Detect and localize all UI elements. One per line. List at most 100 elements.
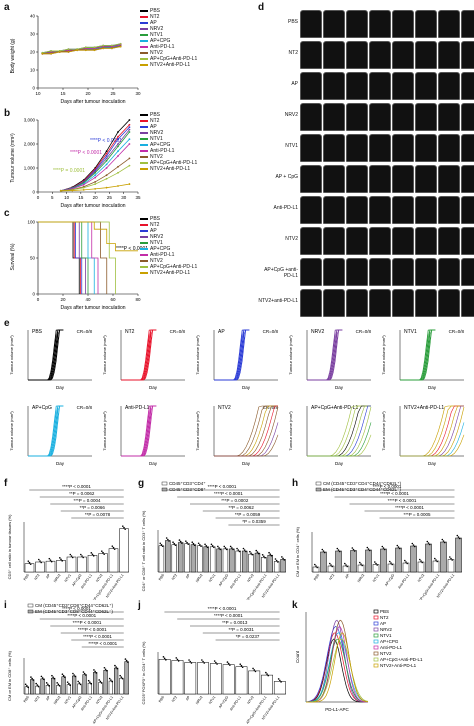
data-dot <box>178 539 181 541</box>
data-point <box>117 155 119 157</box>
data-dot <box>322 550 325 552</box>
data-point <box>117 145 119 148</box>
growth-curve <box>121 405 157 457</box>
photo-row-label: AP+CpG +anti-PD-L1 <box>264 267 298 279</box>
bar <box>184 543 190 573</box>
data-dot <box>241 666 244 668</box>
legend-item: NTV2+Anti-PD-L1 <box>140 270 197 276</box>
bar <box>77 683 82 695</box>
legend-label: EM (CD45⁺CD3⁺CD8⁺CD44⁺CD62L⁻) <box>35 609 113 614</box>
bar <box>235 666 248 695</box>
data-dot <box>89 681 91 683</box>
panel-b-legend: PBS NT2 AP NRV2 NTV1 AP+CPG Anti-PD-L1 NTV2 AP+C… <box>140 112 197 172</box>
growth-ylabel: Tumour volume (mm³) <box>9 335 14 375</box>
growth-curve <box>28 329 64 381</box>
data-point <box>128 143 131 145</box>
data-dot <box>419 558 421 561</box>
legend-label: NT2 <box>380 615 389 620</box>
legend-label: NT2 <box>150 222 160 228</box>
x-category-label: AP <box>185 573 191 580</box>
data-dot <box>381 545 384 548</box>
data-dot <box>70 555 73 557</box>
legend-swatch <box>140 168 148 170</box>
data-point <box>105 186 108 189</box>
y-tick-label: 100 <box>27 220 35 225</box>
data-dot <box>116 667 119 670</box>
legend-item: NTV2+Anti-PD-L1 <box>140 166 197 172</box>
legend-item: AP+CPG <box>140 142 197 148</box>
legend-swatch <box>373 627 379 632</box>
growth-curve-panel: AP+CpG+Anti-PD-L1 Tumour volume (mm³) Day <box>288 405 372 466</box>
data-dot <box>277 678 280 680</box>
bar <box>417 561 425 573</box>
panel-h-chart: CM or EM in CD4⁺ cells (%) PBS NT2 AP NRV2 NT… <box>295 481 462 600</box>
x-category-label: NTV1 <box>208 695 216 705</box>
data-point <box>128 126 131 129</box>
data-dot <box>52 676 54 678</box>
bar <box>66 684 71 695</box>
x-category-label: NTV1 <box>372 573 380 583</box>
panel-label-i: i <box>4 600 7 611</box>
data-dot <box>382 547 385 549</box>
growth-curve <box>28 405 64 457</box>
legend-swatch <box>140 266 148 268</box>
sig-label: ****P < 0.0001 <box>395 505 424 510</box>
bar <box>119 677 124 695</box>
bar <box>342 565 350 573</box>
photo-row-label: PBS <box>287 19 298 25</box>
data-dot <box>279 679 281 682</box>
data-dot <box>93 669 95 671</box>
data-point <box>67 51 70 53</box>
data-dot <box>111 545 114 547</box>
bar <box>447 559 455 573</box>
growth-curve <box>214 434 279 457</box>
legend-label: AP+CpG+Anti-PD-L1 <box>380 657 423 662</box>
legend-label: AP <box>150 20 157 26</box>
data-dot <box>412 544 415 546</box>
legend-item: AP <box>140 228 197 234</box>
data-dot <box>71 556 74 559</box>
data-dot <box>405 561 407 563</box>
panel-j-chart: CD25⁺FOXP3⁺ in CD4⁺ T cells (%) PBS NT2 AP N… <box>141 606 286 724</box>
data-dot <box>189 660 192 663</box>
data-dot <box>64 676 66 679</box>
growth-curve-panel: NTV2+Anti-PD-L1 Tumour volume (mm³) Day <box>381 405 465 466</box>
legend-label: AP <box>150 124 157 130</box>
data-point <box>67 48 70 51</box>
histogram-curve <box>306 626 369 703</box>
growth-ylabel: Tumour volume (mm³) <box>102 411 107 451</box>
mouse-photo <box>415 258 437 286</box>
data-point <box>94 171 97 174</box>
mouse-photo <box>461 289 474 317</box>
bar <box>56 560 66 573</box>
data-dot <box>201 659 203 661</box>
data-dot <box>443 541 446 544</box>
data-point <box>117 138 119 141</box>
legend-label: Anti-PD-L1 <box>150 44 175 50</box>
legend-swatch <box>140 10 148 12</box>
bar <box>77 556 87 573</box>
legend-swatch <box>140 162 148 164</box>
panel-a-ylabel: Body weight (g) <box>10 38 16 73</box>
legend-label: NTV1 <box>380 633 392 638</box>
data-dot <box>389 560 391 563</box>
data-dot <box>368 549 371 552</box>
survival-curve <box>38 221 83 294</box>
bar <box>114 667 119 695</box>
data-dot <box>187 543 190 545</box>
bar <box>387 563 395 573</box>
data-dot <box>277 561 279 563</box>
legend-swatch <box>373 651 379 656</box>
growth-curve <box>28 329 64 381</box>
data-point <box>84 49 87 52</box>
data-dot <box>390 562 392 564</box>
legend-item: AP+CPG <box>140 246 197 252</box>
mouse-photo <box>392 134 414 162</box>
data-dot <box>124 528 126 530</box>
bar <box>30 679 35 695</box>
sig-label: ****P < 0.0001 <box>73 620 102 625</box>
growth-xlabel: Day <box>149 385 158 390</box>
bar <box>357 564 365 573</box>
data-point <box>59 189 62 192</box>
sig-label: **P = 0.0066 <box>80 505 106 510</box>
